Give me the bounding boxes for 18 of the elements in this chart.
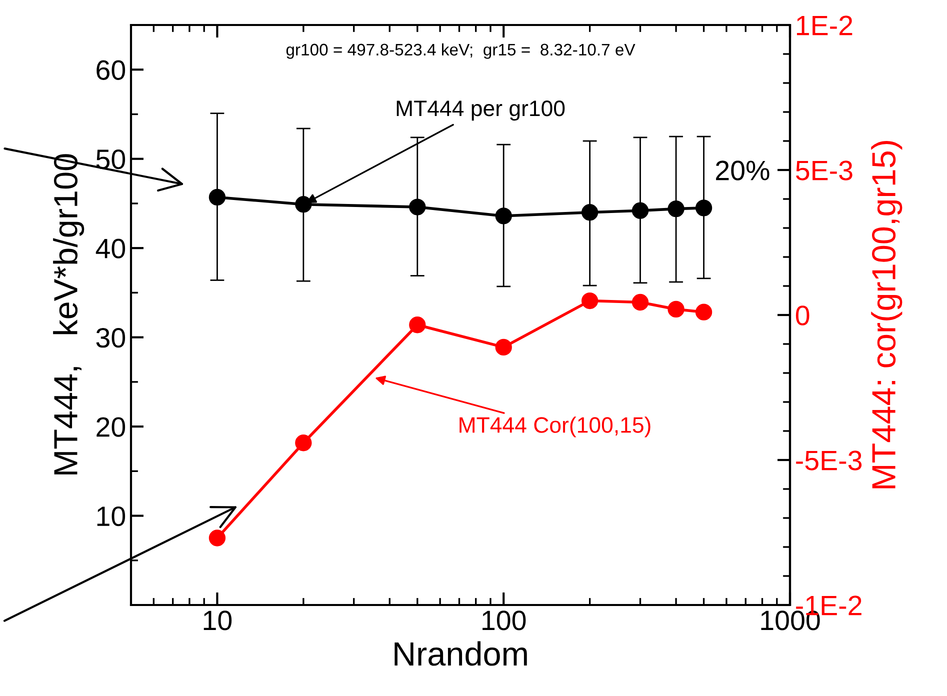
- y2-tick-label: 1E-2: [796, 16, 852, 36]
- y-tick-label: 20: [96, 417, 126, 437]
- y2-tick-label: 5E-3: [796, 160, 852, 180]
- y2-axis-title: MT444: cor(gr100,gr15): [871, 141, 902, 488]
- y-axis-title: MT444, keV*b/gr100: [53, 154, 84, 474]
- y-tick-label: 30: [96, 328, 126, 348]
- y-tick-label: 40: [96, 238, 126, 258]
- x-tick-label: 10: [204, 610, 232, 630]
- x-tick-label: 100: [482, 610, 526, 630]
- y-tick-label: 60: [96, 60, 126, 80]
- y2-tick-label: -5E-3: [796, 450, 862, 470]
- annotation: MT444 per gr100: [396, 100, 565, 121]
- y2-tick-label: 0: [796, 306, 810, 326]
- y-tick-label: 10: [97, 506, 126, 526]
- annotation: MT444 Cor(100,15): [460, 416, 650, 438]
- x-axis-title: Nrandom: [394, 641, 527, 666]
- annotation: 20%: [716, 160, 770, 180]
- annotation: gr100 = 497.8-523.4 keV; gr15 = 8.32-10.7 eV: [286, 43, 636, 59]
